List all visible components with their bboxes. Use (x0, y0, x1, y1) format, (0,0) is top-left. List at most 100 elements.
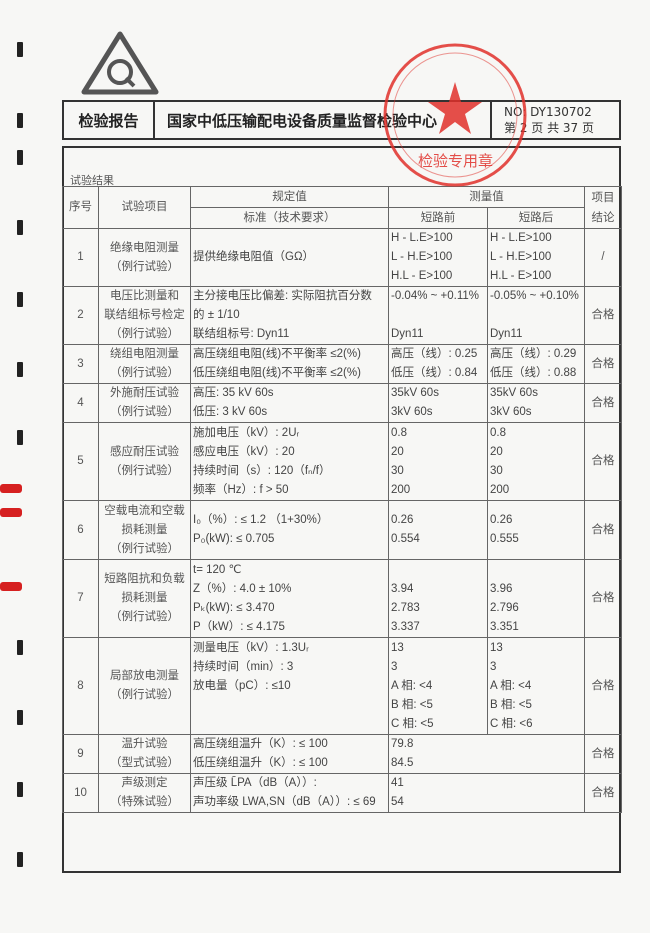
measured-before-line: 35kV 60s (391, 387, 439, 399)
measured-before-line: -0.04% ~ +0.11% (391, 290, 480, 302)
measured-value: 79.8 84.5 (388, 734, 585, 774)
measured-before: -0.04% ~ +0.11% Dyn11 (388, 286, 488, 345)
measured-after-line: 20 (490, 445, 503, 458)
spec-requirement-line: P（kW）: ≤ 4.175 (193, 620, 285, 633)
spec-requirement-line: 测量电压（kV）: 1.3Uᵣ (193, 641, 309, 654)
measured-before-line: 0.554 (391, 533, 420, 545)
measured-after-line: 低压（线）: 0.88 (490, 367, 577, 379)
measured-value-line: 41 (391, 777, 404, 789)
binder-hole (17, 640, 23, 655)
spec-requirement: t= 120 ℃ Z（%）: 4.0 ± 10% Pₖ(kW): ≤ 3.470 P（… (190, 559, 389, 638)
row-number: 5 (62, 422, 99, 501)
measured-before-line: A 相: <4 (391, 679, 433, 692)
measured-before-line: 3.94 (391, 582, 414, 595)
spec-requirement-line (193, 696, 386, 715)
row-number: 1 (62, 228, 99, 287)
measured-after: 3.96 2.796 3.351 (487, 559, 585, 638)
test-item-line: 绕组电阻测量 (110, 348, 179, 360)
measured-after-line: -0.05% ~ +0.10% (490, 290, 579, 302)
result-conclusion: 合格 (584, 344, 622, 384)
spec-requirement: I₀（%）: ≤ 1.2 （1+30%） P₀(kW): ≤ 0.705 (190, 500, 389, 560)
spec-requirement: 施加电压（kV）: 2Uᵣ 感应电压（kV）: 20 持续时间（s）: 120（fₙ… (190, 422, 389, 501)
test-item-line: 温升试验 (121, 738, 168, 750)
binder-hole (17, 710, 23, 725)
test-item-line: 绝缘电阻测量 (110, 241, 179, 254)
measured-before-line: Dyn11 (391, 328, 424, 340)
test-item-line: （例行试验） (110, 328, 179, 340)
test-item-line: （例行试验） (110, 611, 179, 623)
test-item-line: 局部放电测量 (110, 670, 179, 682)
measured-after-line: 高压（线）: 0.29 (490, 348, 577, 360)
header-item: 试验项目 (98, 186, 191, 229)
test-item: 外施耐压试验 （例行试验） (98, 383, 191, 423)
binder-hole (17, 150, 23, 165)
measured-after-line: 3.351 (490, 620, 519, 633)
binder-hole (17, 782, 23, 797)
spec-requirement-line: 的 ± 1/10 (193, 309, 240, 321)
measured-after-line: 30 (490, 464, 503, 477)
binder-clip (0, 508, 22, 517)
row-number: 7 (62, 559, 99, 638)
test-item-line: 空载电流和空载 (104, 504, 185, 517)
measured-after-line: A 相: <4 (490, 679, 532, 692)
measured-after: 高压（线）: 0.29 低压（线）: 0.88 (487, 344, 585, 384)
measured-after-line: L - H.E>100 (490, 251, 552, 263)
measured-after-line (490, 561, 582, 580)
spec-requirement: 主分接电压比偏差: 实际阻抗百分数的 ± 1/10 联结组标号: Dyn11 (190, 286, 389, 345)
measured-before: H - L.E>100 L - H.E>100 H.L - E>100 (388, 228, 488, 287)
report-header: 检验报告 国家中低压输配电设备质量监督检验中心 NO: DY130702 第 2… (62, 100, 621, 140)
cqc-logo (81, 31, 159, 95)
binder-hole (17, 42, 23, 57)
spec-requirement-line: 低压绕组电阻(线)不平衡率 ≤2(%) (193, 367, 361, 379)
measured-before-line: 200 (391, 483, 411, 496)
table-row: 6 空载电流和空载 损耗测量 （例行试验） I₀（%）: ≤ 1.2 （1+30%） P₀… (62, 500, 622, 560)
spec-requirement: 提供绝缘电阻值（GΩ） (190, 228, 389, 287)
measured-before: 高压（线）: 0.25 低压（线）: 0.84 (388, 344, 488, 384)
measured-after-line: 35kV 60s (490, 387, 538, 399)
measured-before-line: H.L - E>100 (391, 270, 453, 282)
measured-after-line: 0.26 (490, 514, 513, 526)
header-result: 项目结论 (584, 186, 622, 229)
measured-before-line: H - L.E>100 (391, 232, 453, 244)
measured-before-line: C 相: <5 (391, 717, 434, 730)
row-number: 4 (62, 383, 99, 423)
test-item-line: （例行试验） (110, 542, 179, 555)
measured-before-line: 3kV 60s (391, 406, 433, 418)
measured-before-line (391, 561, 485, 580)
measured-before-line (391, 306, 485, 325)
measured-before-line: 2.783 (391, 601, 420, 614)
measured-after: H - L.E>100 L - H.E>100 H.L - E>100 (487, 228, 585, 287)
measured-after-line: 3kV 60s (490, 406, 532, 418)
measured-after-line: 0.555 (490, 533, 519, 545)
spec-requirement-line: 施加电压（kV）: 2Uᵣ (193, 426, 300, 439)
header-measured: 测量值 (388, 186, 585, 208)
spec-requirement-line: 声压级 L̄PA（dB（A））: (193, 777, 317, 789)
measured-after-line: Dyn11 (490, 328, 523, 340)
result-conclusion: 合格 (584, 286, 622, 345)
measured-before-line: 3 (391, 660, 398, 673)
result-conclusion: 合格 (584, 500, 622, 560)
test-item-line: 声级测定 (121, 777, 168, 789)
measured-after: 0.8 20 30 200 (487, 422, 585, 501)
test-item-line: （例行试验） (110, 689, 179, 701)
measured-before-line: L - H.E>100 (391, 251, 453, 263)
spec-requirement-line: 持续时间（min）: 3 (193, 660, 294, 673)
measured-before-line: 3.337 (391, 620, 420, 633)
measured-after-line: 13 (490, 641, 503, 654)
measured-after-line: 0.8 (490, 426, 506, 439)
header-before: 短路前 (388, 207, 488, 229)
measured-after-line: 3 (490, 660, 497, 673)
measured-before-line: 0.26 (391, 514, 414, 526)
measured-value-line: 54 (391, 796, 404, 808)
test-item: 空载电流和空载 损耗测量 （例行试验） (98, 500, 191, 560)
test-item-line: 损耗测量 (121, 592, 168, 604)
organization-name: 国家中低压输配电设备质量监督检验中心 (155, 102, 492, 138)
table-row: 1 绝缘电阻测量 （例行试验） 提供绝缘电阻值（GΩ） H - L.E>100 L - H… (62, 228, 622, 287)
table-row: 7 短路阻抗和负载 损耗测量 （例行试验） t= 120 ℃ Z（%）: 4.0 ± 10… (62, 559, 622, 638)
spec-requirement-line: P₀(kW): ≤ 0.705 (193, 533, 275, 545)
report-number: NO: DY130702 (504, 105, 592, 119)
spec-requirement-line: Pₖ(kW): ≤ 3.470 (193, 601, 275, 614)
measured-before: 35kV 60s 3kV 60s (388, 383, 488, 423)
test-item: 短路阻抗和负载 损耗测量 （例行试验） (98, 559, 191, 638)
